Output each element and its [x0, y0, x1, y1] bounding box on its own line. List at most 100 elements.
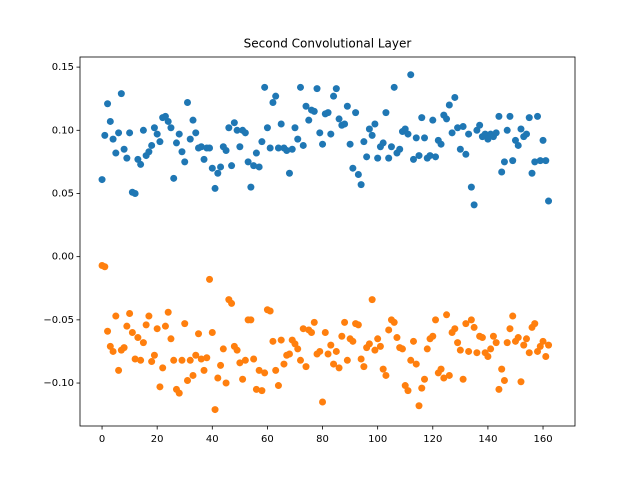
- point: [178, 356, 186, 364]
- point: [167, 335, 175, 343]
- point: [429, 332, 437, 340]
- point: [219, 345, 227, 353]
- point: [208, 328, 216, 336]
- point: [109, 135, 117, 143]
- point: [164, 308, 172, 316]
- point: [101, 263, 109, 271]
- point: [445, 101, 453, 109]
- point: [310, 107, 318, 115]
- point: [539, 337, 547, 345]
- point: [148, 358, 156, 366]
- point: [330, 92, 338, 100]
- point: [421, 134, 429, 142]
- point: [500, 377, 508, 385]
- point: [467, 183, 475, 191]
- point: [197, 355, 205, 363]
- point: [266, 144, 274, 152]
- x-tick-label: 140: [478, 434, 497, 445]
- point: [272, 92, 280, 100]
- point: [109, 347, 117, 355]
- point: [484, 352, 492, 360]
- point: [101, 131, 109, 139]
- point: [531, 158, 539, 166]
- point: [269, 98, 277, 106]
- point: [509, 157, 517, 165]
- point: [506, 112, 514, 120]
- point: [241, 129, 249, 137]
- point: [363, 153, 371, 161]
- point: [175, 389, 183, 397]
- point: [335, 115, 343, 123]
- y-tick-label: −0.05: [43, 315, 74, 326]
- point: [258, 387, 266, 395]
- point: [407, 71, 415, 79]
- point: [354, 171, 362, 179]
- point: [415, 402, 423, 410]
- point: [200, 155, 208, 163]
- point: [274, 382, 282, 390]
- point: [183, 98, 191, 106]
- point: [423, 345, 431, 353]
- point: [186, 356, 194, 364]
- point: [296, 83, 304, 91]
- point: [327, 341, 335, 349]
- point: [192, 351, 200, 359]
- point: [545, 197, 553, 205]
- point: [241, 356, 249, 364]
- point: [217, 163, 225, 171]
- point: [294, 135, 302, 143]
- point: [145, 148, 153, 156]
- point: [126, 310, 134, 318]
- point: [128, 328, 136, 336]
- y-tick-label: 0.10: [52, 125, 74, 136]
- point: [421, 375, 429, 383]
- point: [445, 371, 453, 379]
- point: [195, 330, 203, 338]
- point: [432, 153, 440, 161]
- point: [294, 345, 302, 353]
- point: [390, 318, 398, 326]
- point: [208, 164, 216, 172]
- point: [321, 328, 329, 336]
- point: [214, 169, 222, 177]
- point: [200, 366, 208, 374]
- point: [489, 332, 497, 340]
- point: [349, 337, 357, 345]
- point: [371, 346, 379, 354]
- point: [316, 347, 324, 355]
- point: [379, 365, 387, 373]
- point: [112, 312, 120, 320]
- point: [186, 135, 194, 143]
- point: [153, 325, 161, 333]
- point: [228, 299, 236, 307]
- point: [98, 176, 106, 184]
- point: [285, 169, 293, 177]
- point: [498, 365, 506, 373]
- point: [437, 140, 445, 148]
- point: [277, 336, 285, 344]
- point: [492, 129, 500, 137]
- point: [299, 141, 307, 149]
- point: [409, 337, 417, 345]
- point: [233, 346, 241, 354]
- point: [343, 102, 351, 110]
- point: [192, 129, 200, 137]
- point: [236, 359, 244, 367]
- point: [462, 320, 470, 328]
- point: [211, 406, 219, 414]
- point: [517, 125, 525, 133]
- point: [503, 339, 511, 347]
- point: [387, 143, 395, 151]
- point: [498, 168, 506, 176]
- point: [470, 323, 478, 331]
- x-tick-label: 40: [206, 434, 219, 445]
- point: [236, 143, 244, 151]
- point: [500, 158, 508, 166]
- point: [156, 138, 164, 146]
- point: [412, 360, 420, 368]
- point: [374, 335, 382, 343]
- point: [522, 335, 530, 343]
- point: [104, 327, 112, 335]
- point: [123, 154, 131, 162]
